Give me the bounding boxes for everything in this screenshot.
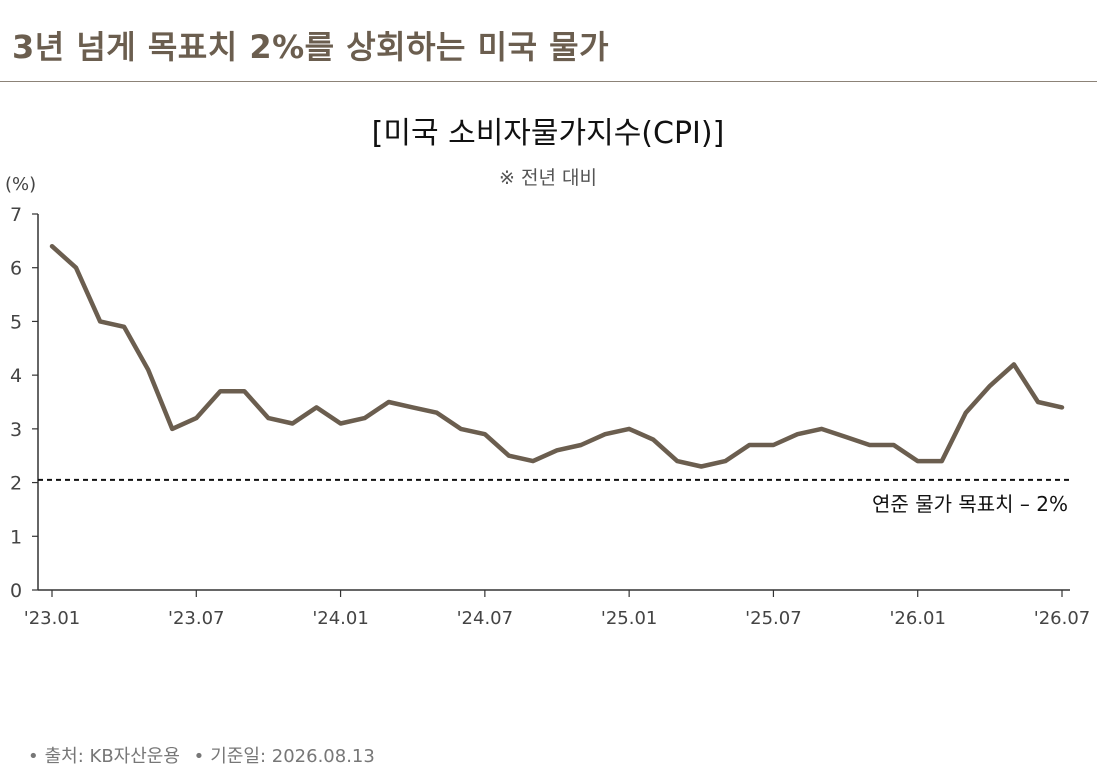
x-tick-label: '26.01 <box>889 608 945 629</box>
y-tick-label: 0 <box>10 580 22 602</box>
x-tick-label: '25.01 <box>601 608 657 629</box>
y-tick-label: 5 <box>10 311 22 333</box>
x-tick-label: '23.01 <box>24 608 80 629</box>
y-axis-unit-label: (%) <box>5 174 36 195</box>
y-tick-label: 2 <box>10 473 22 495</box>
y-tick-label: 3 <box>10 419 22 441</box>
y-tick-label: 6 <box>10 258 22 280</box>
y-tick-label: 7 <box>10 204 22 226</box>
y-tick-label: 4 <box>10 365 22 387</box>
footer-source: 출처: KB자산운용 <box>44 746 180 767</box>
chart-title: [미국 소비자물가지수(CPI)] <box>372 116 725 151</box>
footer-bullet-1: • <box>28 746 39 767</box>
page-title: 3년 넘게 목표치 2%를 상회하는 미국 물가 <box>12 28 610 66</box>
chart-container: [미국 소비자물가지수(CPI)] ※ 전년 대비 (%) 연준 물가 목표치 … <box>0 82 1097 767</box>
footer-date: 기준일: 2026.08.13 <box>210 746 375 767</box>
reference-line-label: 연준 물가 목표치 – 2% <box>872 492 1068 516</box>
page-header: 3년 넘게 목표치 2%를 상회하는 미국 물가 <box>0 0 1097 82</box>
cpi-line-chart: [미국 소비자물가지수(CPI)] ※ 전년 대비 (%) 연준 물가 목표치 … <box>5 116 1090 629</box>
y-tick-label: 1 <box>10 526 22 548</box>
x-tick-label: '23.07 <box>168 608 224 629</box>
x-tick-label: '25.07 <box>745 608 801 629</box>
footer: • 출처: KB자산운용 • 기준일: 2026.08.13 <box>28 742 375 768</box>
cpi-series-line <box>49 243 1065 469</box>
x-tick-label: '26.07 <box>1034 608 1090 629</box>
x-tick-label: '24.01 <box>312 608 368 629</box>
chart-subtitle: ※ 전년 대비 <box>499 167 597 189</box>
x-tick-label: '24.07 <box>457 608 513 629</box>
footer-bullet-2: • <box>193 746 205 767</box>
